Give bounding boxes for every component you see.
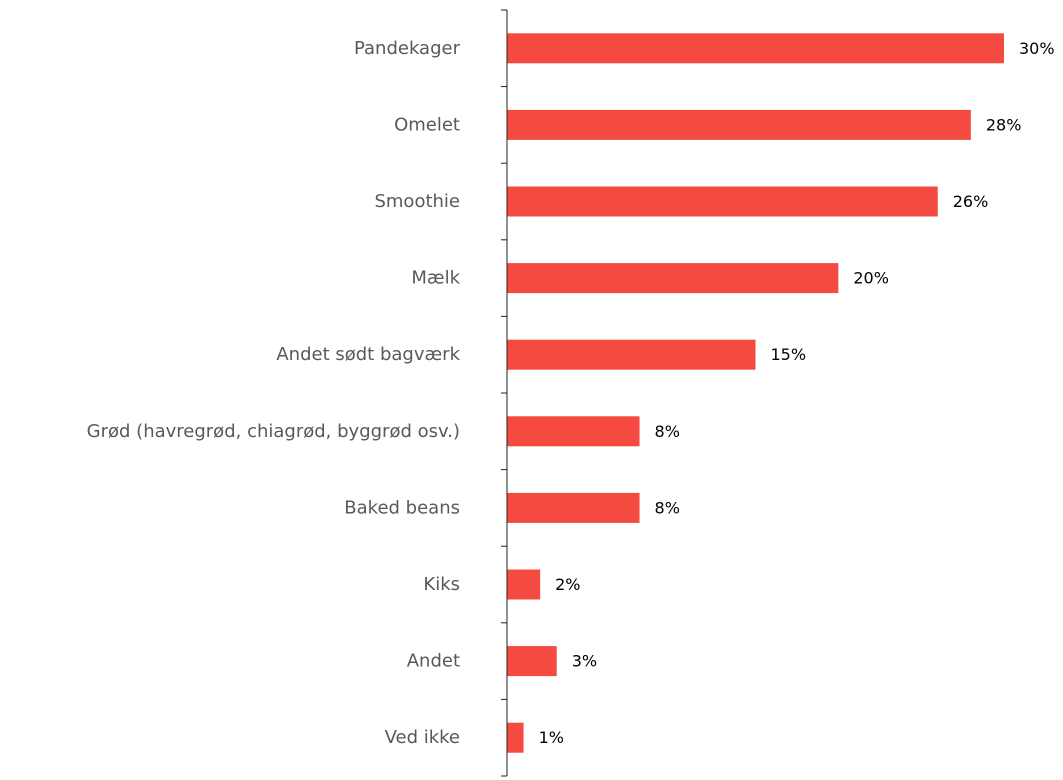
category-label: Andet sødt bagværk: [276, 344, 460, 365]
bar: [507, 492, 640, 523]
value-label: 8%: [655, 422, 680, 441]
bar: [507, 339, 756, 370]
category-labels: Pandekager Omelet Smoothie Mælk Andet sødt b…: [87, 38, 461, 748]
value-label: 3%: [572, 652, 597, 671]
bar: [507, 33, 1004, 64]
bar: [507, 646, 557, 677]
bars-group: [507, 33, 1004, 753]
value-label: 15%: [771, 345, 807, 364]
bar: [507, 263, 839, 294]
category-label: Kiks: [423, 574, 460, 595]
value-labels: 30% 28% 26% 20% 15% 8% 8% 2% 3% 1%: [539, 39, 1055, 747]
bar: [507, 569, 541, 600]
category-label: Andet: [407, 651, 460, 672]
value-label: 26%: [953, 192, 989, 211]
value-label: 28%: [986, 115, 1022, 134]
bar: [507, 109, 971, 140]
category-label: Ved ikke: [385, 727, 460, 748]
y-axis: [501, 9, 508, 777]
bar: [507, 722, 524, 753]
value-label: 8%: [655, 498, 680, 517]
category-label: Smoothie: [374, 191, 460, 212]
value-label: 2%: [555, 575, 580, 594]
category-label: Baked beans: [344, 497, 460, 518]
value-label: 30%: [1019, 39, 1055, 58]
category-label: Omelet: [394, 114, 460, 135]
value-label: 1%: [539, 728, 564, 747]
value-label: 20%: [853, 269, 889, 288]
category-label: Mælk: [411, 268, 460, 289]
bar: [507, 186, 938, 217]
category-label: Pandekager: [354, 38, 461, 59]
category-label: Grød (havregrød, chiagrød, byggrød osv.): [87, 421, 460, 442]
bar: [507, 416, 640, 447]
